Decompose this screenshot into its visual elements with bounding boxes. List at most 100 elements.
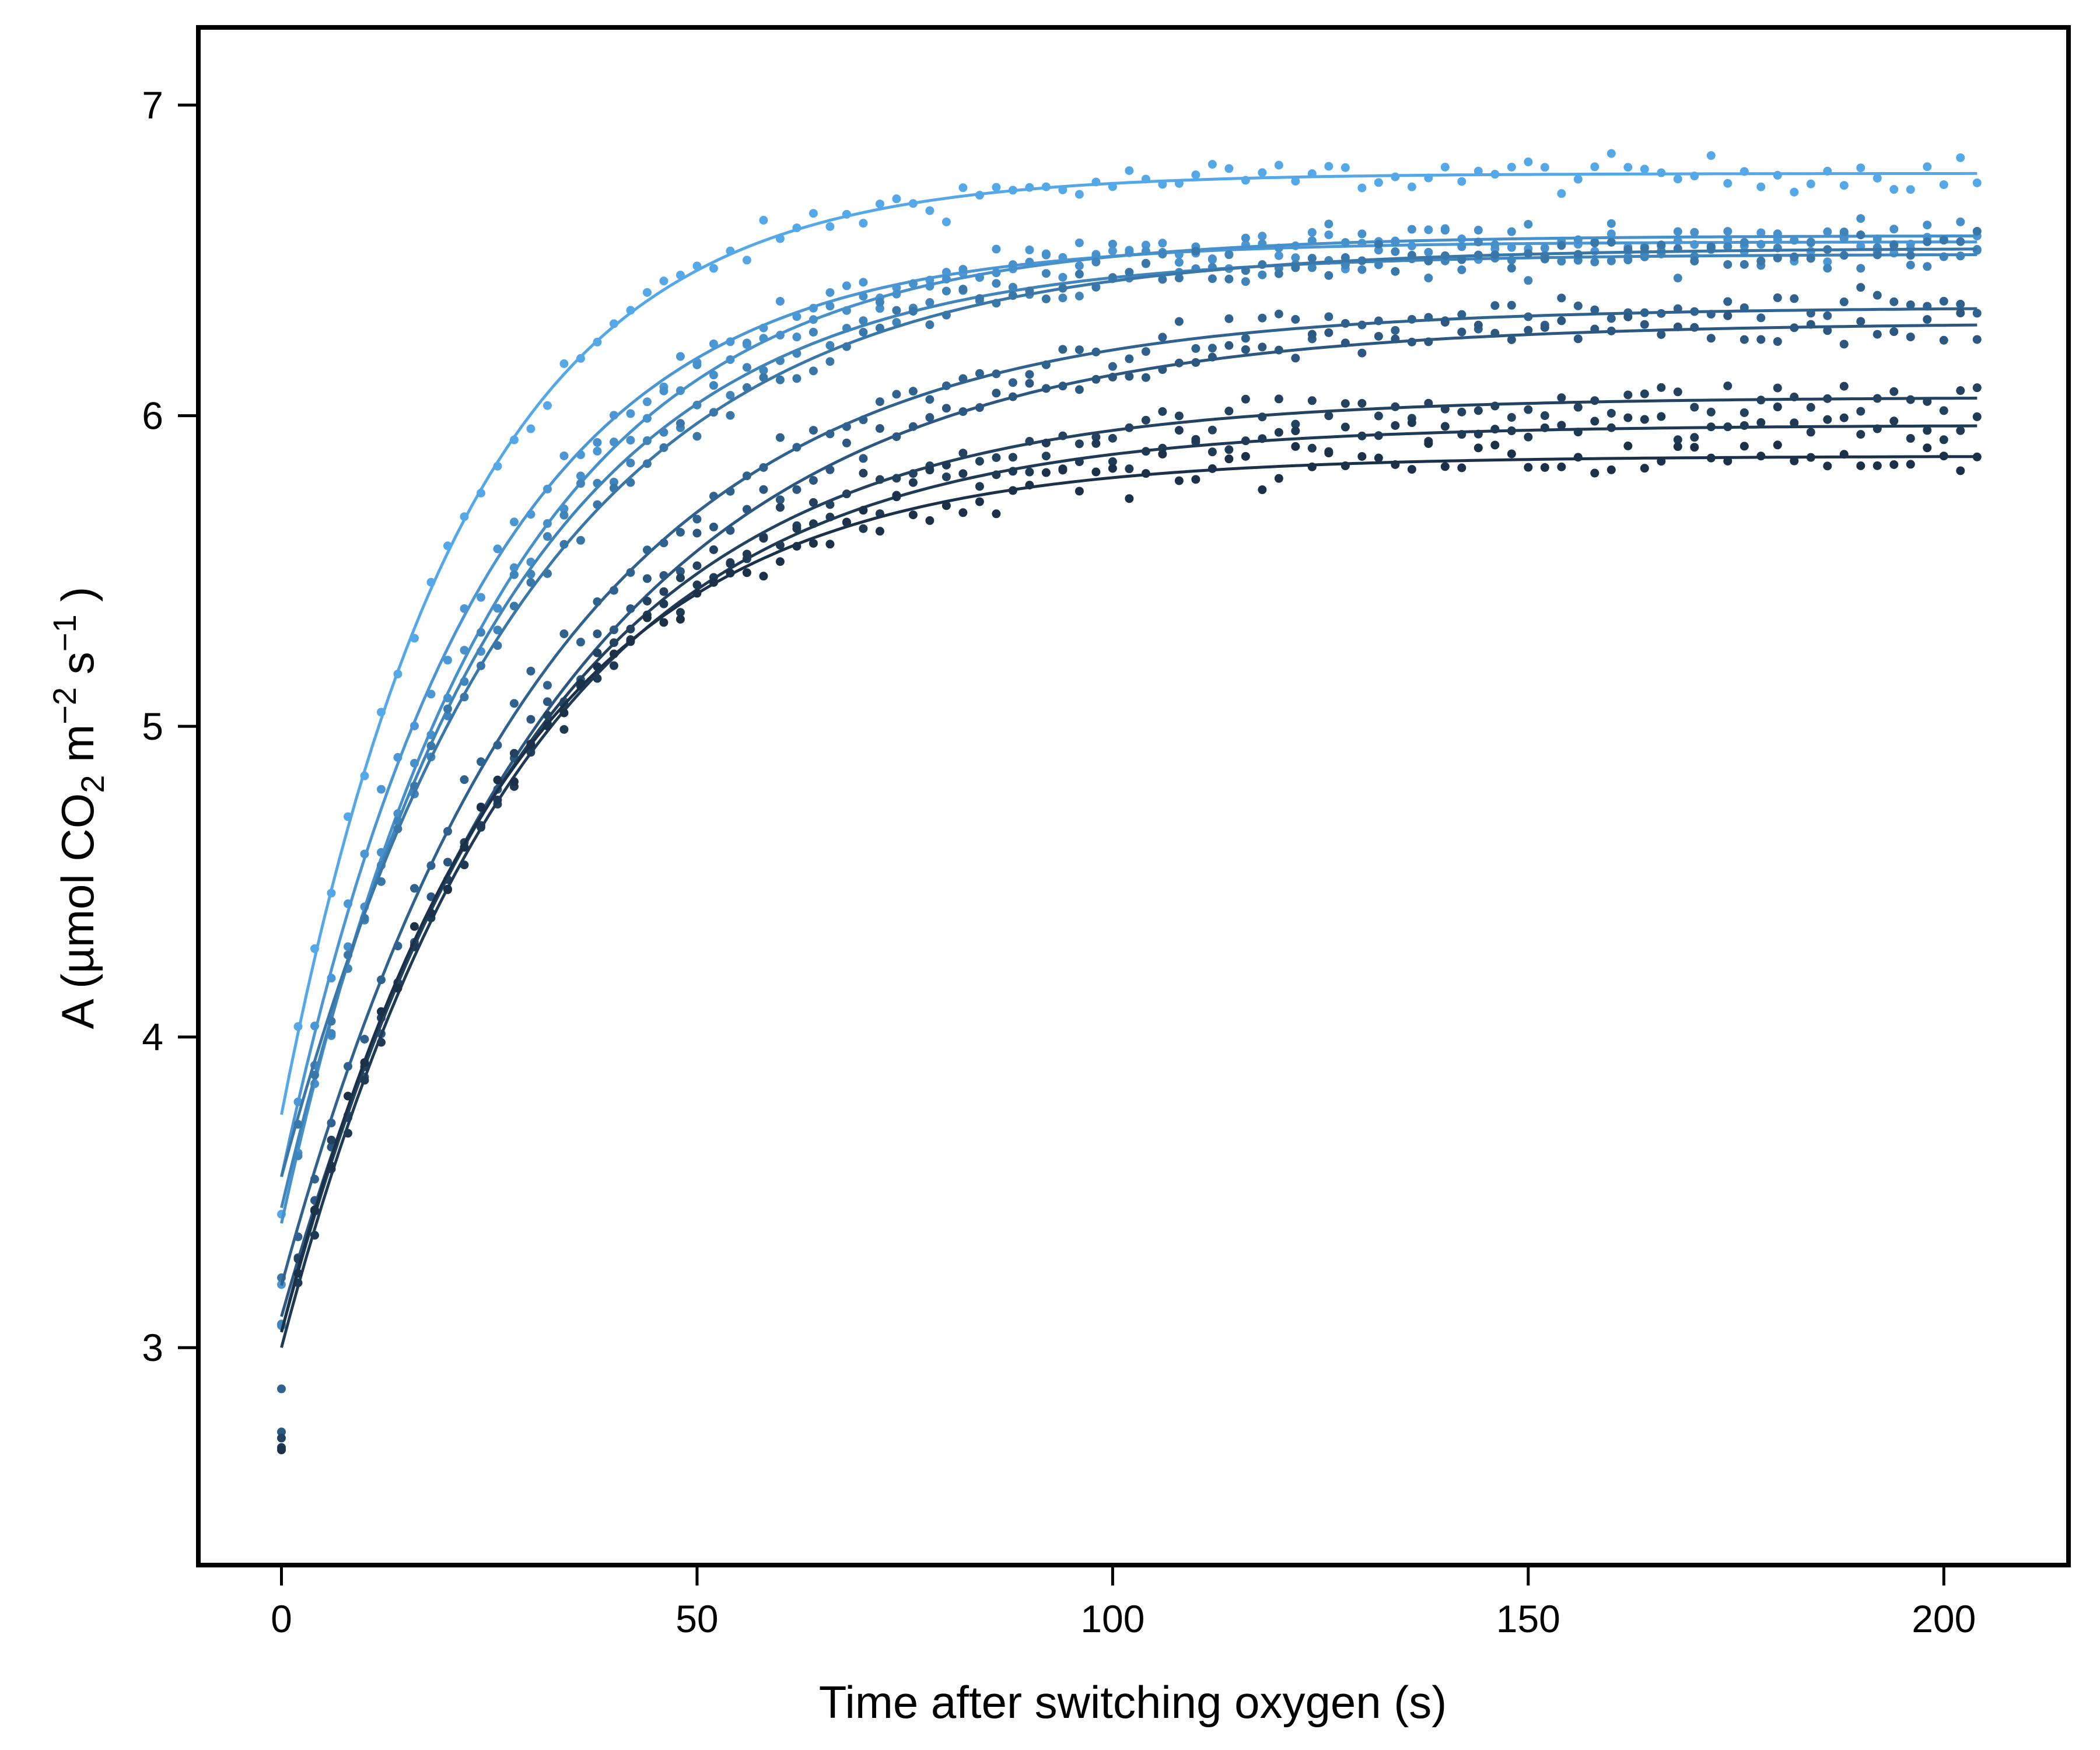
data-point bbox=[476, 628, 485, 637]
data-point bbox=[992, 509, 1001, 519]
data-point bbox=[1141, 347, 1150, 356]
data-point bbox=[460, 775, 469, 785]
data-point bbox=[1074, 487, 1084, 496]
data-point bbox=[327, 1135, 336, 1144]
data-point bbox=[908, 510, 918, 520]
data-point bbox=[559, 629, 569, 639]
data-point bbox=[1008, 378, 1017, 387]
data-point bbox=[343, 942, 352, 951]
data-point bbox=[975, 497, 984, 506]
data-point bbox=[1340, 163, 1350, 172]
data-point bbox=[1690, 257, 1699, 266]
data-point bbox=[1906, 434, 1915, 443]
data-point bbox=[1856, 214, 1866, 223]
data-point bbox=[1191, 247, 1200, 256]
data-point bbox=[410, 922, 419, 931]
data-point bbox=[1108, 464, 1117, 473]
data-point bbox=[1673, 227, 1682, 236]
data-point bbox=[1540, 163, 1549, 172]
data-point bbox=[1125, 166, 1134, 175]
data-point bbox=[1923, 237, 1932, 246]
data-point bbox=[1806, 179, 1815, 188]
data-point bbox=[559, 724, 569, 734]
data-point bbox=[1839, 298, 1849, 307]
data-point bbox=[1673, 274, 1682, 283]
data-point bbox=[1540, 243, 1549, 253]
data-point bbox=[1125, 372, 1134, 381]
data-point bbox=[1773, 402, 1782, 412]
data-point bbox=[1524, 158, 1533, 167]
data-point bbox=[1258, 485, 1267, 495]
data-point bbox=[1972, 226, 1982, 236]
data-point bbox=[1606, 465, 1616, 474]
data-point bbox=[676, 567, 685, 576]
data-point bbox=[759, 216, 768, 225]
data-point bbox=[360, 1034, 369, 1044]
data-point bbox=[1606, 256, 1616, 265]
data-point bbox=[509, 699, 519, 708]
data-point bbox=[1723, 242, 1732, 251]
data-point bbox=[1856, 230, 1866, 240]
fit-line bbox=[280, 424, 1978, 1348]
data-point bbox=[925, 320, 935, 330]
data-point bbox=[1839, 340, 1849, 349]
data-point bbox=[1025, 257, 1034, 267]
data-point bbox=[1923, 443, 1932, 453]
data-point bbox=[1606, 229, 1616, 239]
data-point bbox=[1856, 264, 1866, 273]
data-point bbox=[808, 498, 818, 507]
data-point bbox=[1291, 253, 1300, 262]
data-point bbox=[875, 304, 884, 313]
data-point bbox=[1125, 268, 1134, 277]
data-point bbox=[659, 618, 668, 627]
data-point bbox=[642, 397, 652, 407]
data-point bbox=[775, 495, 785, 505]
data-point bbox=[1108, 246, 1117, 256]
data-point bbox=[1606, 237, 1616, 247]
data-point bbox=[659, 587, 668, 596]
data-point bbox=[1174, 476, 1184, 485]
data-point bbox=[509, 777, 519, 786]
data-point bbox=[1241, 277, 1250, 286]
data-point bbox=[1091, 467, 1101, 477]
data-point bbox=[1074, 292, 1084, 301]
data-point bbox=[1889, 460, 1899, 469]
data-point bbox=[925, 206, 935, 215]
data-point bbox=[1224, 407, 1234, 416]
data-point bbox=[1939, 406, 1948, 415]
data-point bbox=[1291, 419, 1300, 429]
data-point bbox=[1806, 402, 1815, 412]
series-10 bbox=[276, 439, 1982, 1455]
data-point bbox=[1557, 316, 1566, 326]
data-point bbox=[1640, 164, 1649, 174]
series-8 bbox=[276, 381, 1982, 1443]
data-point bbox=[609, 477, 618, 487]
data-point bbox=[676, 527, 685, 537]
data-point bbox=[1657, 383, 1666, 392]
data-point bbox=[692, 561, 702, 570]
series-4 bbox=[276, 228, 1982, 1329]
data-point bbox=[1956, 466, 1965, 475]
data-point bbox=[908, 478, 918, 487]
data-point bbox=[1291, 263, 1300, 272]
y-tick-label: 3 bbox=[142, 1326, 163, 1369]
data-point bbox=[1740, 335, 1749, 344]
data-point bbox=[1673, 174, 1682, 184]
data-point bbox=[859, 506, 868, 515]
data-point bbox=[1557, 462, 1566, 471]
data-point bbox=[875, 200, 884, 209]
data-point bbox=[1806, 254, 1815, 263]
data-point bbox=[792, 485, 802, 494]
data-point bbox=[559, 708, 569, 718]
data-point bbox=[1906, 332, 1915, 342]
data-point bbox=[1972, 383, 1982, 393]
data-point bbox=[1706, 242, 1716, 251]
data-point bbox=[1274, 394, 1283, 404]
data-point bbox=[825, 302, 835, 311]
data-point bbox=[1374, 411, 1383, 421]
data-point bbox=[1773, 170, 1782, 180]
data-point bbox=[759, 485, 768, 494]
data-point bbox=[1923, 315, 1932, 324]
data-point bbox=[1590, 238, 1600, 247]
data-point bbox=[1241, 452, 1250, 461]
